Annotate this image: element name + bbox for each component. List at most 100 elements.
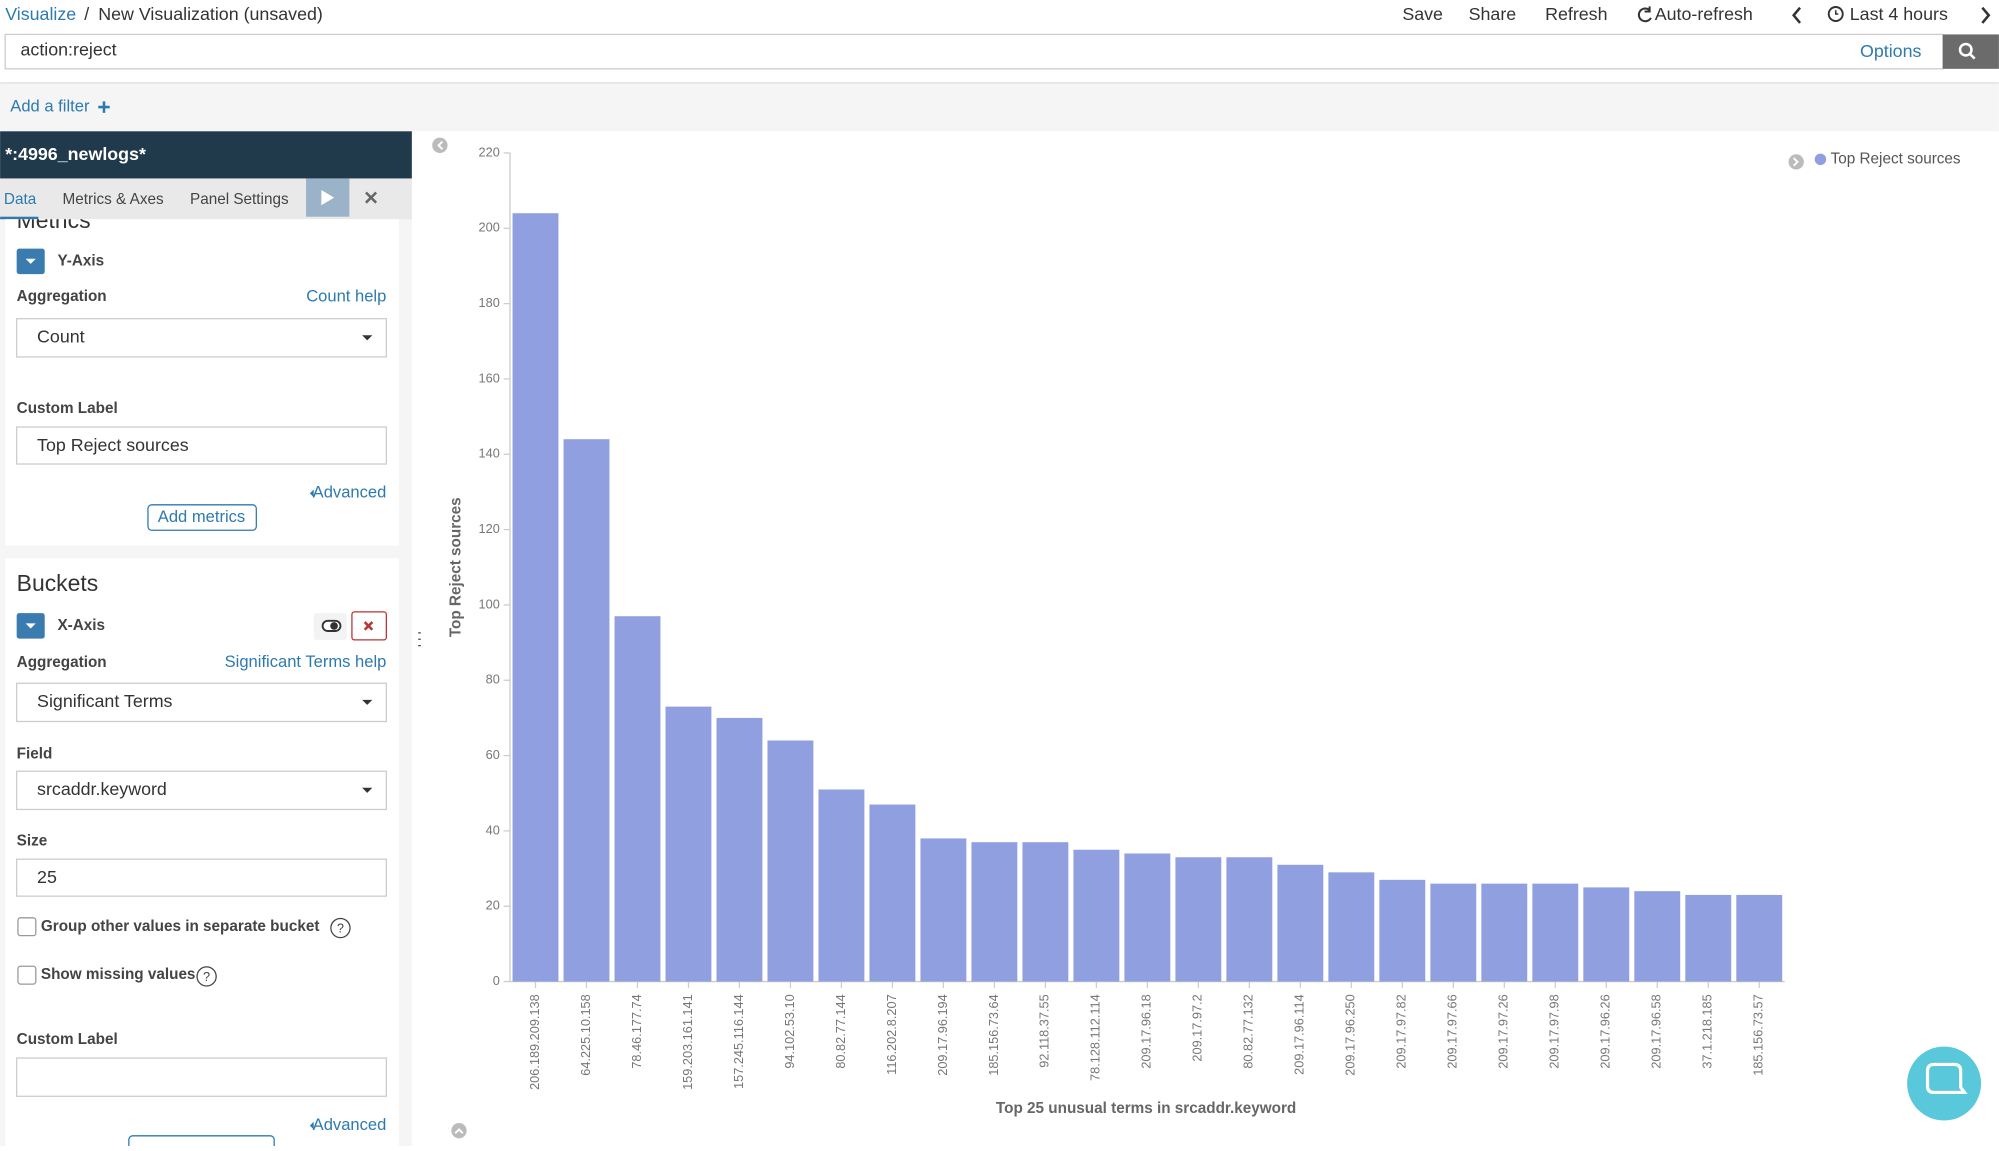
bar: [1583, 887, 1630, 982]
add-button[interactable]: [128, 1135, 275, 1151]
clock-hands: [1834, 10, 1839, 15]
select-value[interactable]: Significant Terms: [37, 691, 173, 711]
next-arrow[interactable]: [1981, 6, 1991, 24]
tab[interactable]: Data: [4, 191, 37, 208]
text-input[interactable]: [16, 1057, 387, 1097]
advanced-link[interactable]: Advanced: [313, 483, 387, 502]
help-icon[interactable]: [196, 966, 217, 987]
query-input[interactable]: [4, 33, 1944, 70]
y-tick-label: 160: [479, 370, 500, 385]
select-value[interactable]: srcaddr.keyword: [37, 779, 167, 799]
options-link[interactable]: Options: [1860, 41, 1922, 61]
bar: [614, 616, 661, 982]
select-value[interactable]: Count: [37, 327, 85, 347]
bar: [767, 740, 814, 982]
y-axis-title: Top Reject sources: [447, 497, 464, 637]
menu-share[interactable]: Share: [1469, 4, 1517, 24]
prev-arrow[interactable]: [1792, 6, 1802, 24]
x-tick-label: 92.118.37.55: [1037, 994, 1052, 1067]
x-tick-label: 206.189.209.138: [527, 994, 542, 1090]
bar: [1430, 883, 1477, 982]
x-tick-label: 159.203.161.141: [680, 994, 695, 1090]
menu-save[interactable]: Save: [1402, 4, 1443, 24]
x-tick-label: 78.46.177.74: [629, 994, 644, 1068]
chat-button[interactable]: [1907, 1046, 1982, 1121]
x-tick-label: 209.17.97.82: [1394, 994, 1409, 1068]
y-tick-label: 0: [493, 973, 500, 988]
select[interactable]: [16, 682, 387, 723]
tab[interactable]: Panel Settings: [190, 191, 289, 208]
chevron: [25, 258, 36, 264]
add-filter[interactable]: Add a filter: [10, 96, 90, 115]
field-label: Size: [17, 832, 48, 849]
breadcrumb-link[interactable]: Visualize: [5, 4, 76, 24]
field-label: Custom Label: [17, 400, 118, 417]
legend-label: Top Reject sources: [1831, 150, 1961, 167]
tab[interactable]: Metrics & Axes: [63, 191, 164, 208]
legend-swatch: [1814, 153, 1827, 166]
y-tick-label: 180: [479, 295, 500, 310]
help-icon-glyph: ?: [337, 921, 344, 936]
sidebar-header: [0, 131, 412, 179]
bar: [512, 213, 559, 982]
bar: [1481, 883, 1528, 982]
x-tick-label: 209.17.97.2: [1190, 994, 1205, 1061]
select[interactable]: [16, 318, 387, 358]
checkbox-label[interactable]: Group other values in separate bucket: [41, 918, 320, 935]
menu-auto-refresh[interactable]: Auto-refresh: [1655, 4, 1753, 24]
plus-icon: [98, 101, 110, 113]
remove-icon: [363, 621, 374, 631]
x-tick-label: 116.202.8.207: [884, 994, 899, 1075]
caret: [362, 335, 373, 341]
checkbox[interactable]: [17, 917, 37, 937]
menu-refresh[interactable]: Refresh: [1545, 4, 1607, 24]
advanced-link[interactable]: Advanced: [313, 1115, 387, 1134]
bar: [1073, 849, 1120, 982]
y-tick-label: 140: [479, 446, 500, 461]
bar: [1685, 894, 1732, 982]
bar: [1532, 883, 1579, 982]
x-axis-title: Top 25 unusual terms in srcaddr.keyword: [996, 1100, 1296, 1117]
bar: [1736, 894, 1783, 982]
legend-toggle-arrow: [1792, 157, 1799, 167]
y-tick-label: 80: [486, 672, 500, 687]
bar: [818, 789, 865, 982]
query-text[interactable]: action:reject: [20, 40, 116, 60]
breadcrumb-separator: /: [84, 4, 89, 24]
chevron: [25, 623, 36, 629]
x-tick-label: 185.156.73.57: [1751, 994, 1766, 1075]
help-link[interactable]: Count help: [306, 286, 386, 305]
bar: [1379, 879, 1426, 982]
select[interactable]: [16, 770, 387, 811]
search-icon-handle: [1968, 52, 1976, 60]
input-value[interactable]: Top Reject sources: [37, 435, 189, 455]
x-tick-label: 80.82.77.144: [833, 994, 848, 1068]
y-tick-label: 200: [479, 220, 500, 235]
filter-bar: [0, 82, 1999, 132]
text-input[interactable]: [16, 858, 387, 897]
bar: [1277, 864, 1324, 982]
field-label: Aggregation: [17, 288, 107, 305]
discard-button[interactable]: [365, 191, 378, 204]
add-button-text[interactable]: Add metrics: [158, 507, 245, 526]
bar: [971, 842, 1018, 982]
y-tick-label: 20: [486, 898, 500, 913]
help-icon[interactable]: [330, 917, 351, 939]
field-label: Field: [17, 746, 53, 763]
collapse-icon-arrow: [437, 140, 444, 150]
x-tick-label: 157.245.116.144: [731, 994, 746, 1089]
text-input[interactable]: [16, 426, 387, 465]
add-button[interactable]: [147, 504, 257, 531]
help-icon-glyph: ?: [203, 969, 210, 984]
field-label: Custom Label: [17, 1031, 118, 1048]
menu-time-range[interactable]: Last 4 hours: [1850, 4, 1948, 24]
bar: [563, 439, 610, 982]
bar: [869, 804, 916, 982]
help-link[interactable]: Significant Terms help: [225, 652, 387, 671]
checkbox[interactable]: [17, 965, 37, 985]
checkbox-label[interactable]: Show missing values: [41, 966, 196, 983]
section-heading: Metrics: [17, 207, 91, 233]
input-value[interactable]: 25: [37, 867, 57, 887]
x-tick-label: 37.1.218.185: [1700, 994, 1715, 1068]
